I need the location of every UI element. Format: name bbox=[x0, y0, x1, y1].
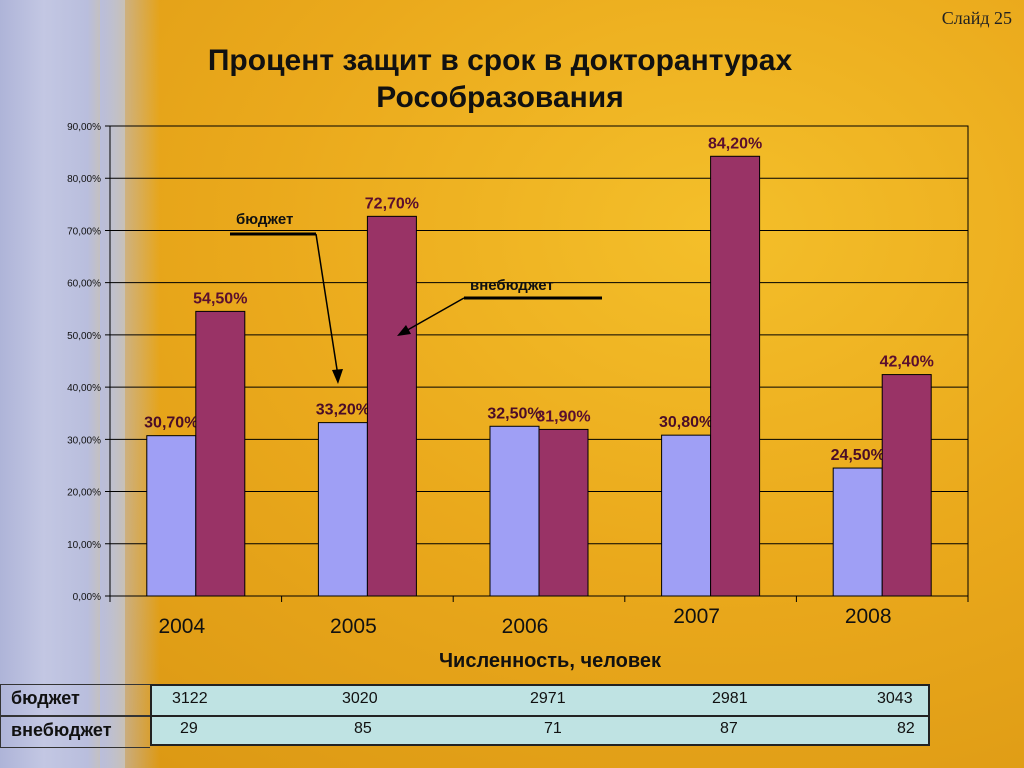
table-cell: 2981 bbox=[712, 690, 748, 707]
bar-extrabudget bbox=[538, 428, 589, 597]
bar-extrabudget bbox=[710, 155, 761, 597]
bar-budget bbox=[317, 422, 368, 597]
table-cell: 3043 bbox=[877, 690, 913, 707]
title-line-1: Процент защит в срок в докторантурах bbox=[207, 44, 793, 77]
bar-chart: 0,00% 10,00% 20,00% 30,00% 40,00% 50,00% 60,00… bbox=[67, 122, 969, 638]
title-line-2: Рособразования bbox=[376, 81, 624, 114]
x-category-label: 2005 bbox=[330, 615, 377, 638]
x-category-label: 2004 bbox=[158, 615, 205, 638]
data-label: 30,70% bbox=[144, 415, 198, 432]
y-tick-label: 80,00% bbox=[67, 174, 101, 185]
table-row: 29 85 71 87 82 bbox=[152, 716, 928, 745]
x-category-label: 2007 bbox=[673, 605, 720, 628]
annotation-budget: бюджет bbox=[236, 211, 293, 228]
y-tick-label: 70,00% bbox=[67, 226, 101, 237]
y-tick-label: 60,00% bbox=[67, 279, 101, 290]
row-label-budget: бюджет bbox=[0, 684, 150, 716]
y-tick-label: 50,00% bbox=[67, 331, 101, 342]
annotation-budget-arrow bbox=[315, 233, 339, 377]
x-category-label: 2006 bbox=[502, 615, 549, 638]
y-tick-label: 40,00% bbox=[67, 383, 101, 394]
table-row: 3122 3020 2971 2981 3043 bbox=[152, 686, 928, 717]
data-label: 72,70% bbox=[365, 195, 419, 212]
row-label-extrabudget: внебюджет bbox=[0, 716, 150, 748]
table-cell: 71 bbox=[544, 720, 562, 737]
x-category-label: 2008 bbox=[845, 605, 892, 628]
table-row-labels: бюджет внебюджет bbox=[0, 684, 150, 748]
table-cell: 82 bbox=[897, 720, 915, 737]
data-label: 84,20% bbox=[708, 135, 762, 152]
annotation-budget-arrowhead bbox=[332, 369, 343, 384]
table-title: Численность, человек bbox=[438, 650, 662, 672]
table-cell: 29 bbox=[180, 720, 198, 737]
table-cell: 3020 bbox=[342, 690, 378, 707]
annotation-extrabudget-arrow bbox=[403, 297, 465, 333]
data-label: 33,20% bbox=[316, 402, 370, 419]
table-cell: 2971 bbox=[530, 690, 566, 707]
annotation-extrabudget: внебюджет bbox=[470, 277, 554, 294]
data-label: 31,90% bbox=[536, 408, 590, 425]
data-label: 24,50% bbox=[831, 447, 885, 464]
y-tick-label: 10,00% bbox=[67, 540, 101, 551]
data-label: 42,40% bbox=[880, 354, 934, 371]
y-tick-label: 20,00% bbox=[67, 488, 101, 499]
slide-title: Процент защит в срок в докторантурах Рос… bbox=[100, 42, 900, 116]
slide-number: Слайд 25 bbox=[941, 8, 1012, 28]
annotation-extrabudget-arrowhead bbox=[397, 325, 411, 336]
bar-extrabudget bbox=[881, 374, 932, 597]
data-label: 54,50% bbox=[193, 290, 247, 307]
table-cell: 87 bbox=[720, 720, 738, 737]
headcount-table: 3122 3020 2971 2981 3043 29 85 71 87 82 bbox=[150, 684, 930, 746]
bar-budget bbox=[489, 425, 540, 597]
data-label: 32,50% bbox=[487, 405, 541, 422]
table-cell: 85 bbox=[354, 720, 372, 737]
bar-budget bbox=[661, 434, 712, 597]
table-cell: 3122 bbox=[172, 690, 208, 707]
bar-extrabudget bbox=[195, 310, 246, 597]
bar-extrabudget bbox=[366, 215, 417, 597]
y-tick-label: 30,00% bbox=[67, 435, 101, 446]
bar-budget bbox=[832, 467, 883, 597]
bar-budget bbox=[146, 435, 197, 597]
data-label: 30,80% bbox=[659, 414, 713, 431]
y-tick-label: 0,00% bbox=[73, 592, 101, 603]
y-tick-label: 90,00% bbox=[67, 122, 101, 133]
